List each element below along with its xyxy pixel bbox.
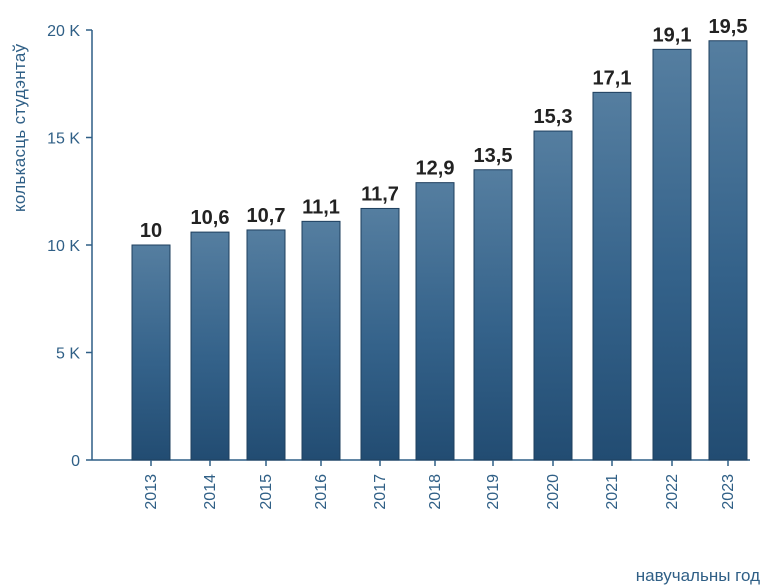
bar-2021 [592,91,632,461]
data-label: 19,1 [653,24,692,46]
y-tick-label: 15 K [47,131,80,148]
x-tick-label: 2021 [604,474,621,510]
x-tick-label: 2017 [372,474,389,510]
data-labels: 10 10,6 10,7 11,1 11,7 12,9 13,5 15,3 17,1 19,1 19… [140,16,748,242]
x-ticks: 2013 2014 2015 2016 2017 2018 2019 2020 2021 2022… [143,460,737,510]
bar-2018 [415,182,455,461]
data-label: 10,6 [191,207,230,229]
bar-2016 [301,220,341,461]
bar-2015 [246,229,286,461]
x-tick-label: 2022 [664,474,681,510]
bar-2023 [708,40,748,461]
bar-2022 [652,48,692,461]
bar-2020 [533,130,573,461]
y-tick-label: 10 K [47,238,80,255]
y-ticks: 0 5 K 10 K 15 K 20 K [47,23,92,470]
x-tick-label: 2020 [545,474,562,510]
data-label: 19,5 [709,16,748,38]
x-tick-label: 2015 [258,474,275,510]
x-tick-label: 2013 [143,474,160,510]
x-tick-label: 2018 [427,474,444,510]
data-label: 11,7 [361,183,399,205]
data-label: 17,1 [593,67,632,89]
x-axis-title: навучальны год [635,566,760,585]
x-tick-label: 2023 [720,474,737,510]
y-tick-label: 0 [71,453,80,470]
bar-2013 [131,244,171,461]
data-label: 13,5 [474,145,513,167]
data-label: 12,9 [416,158,455,180]
y-tick-label: 20 K [47,23,80,40]
x-tick-label: 2016 [313,474,330,510]
x-tick-label: 2014 [202,474,219,510]
data-label: 10 [140,220,162,242]
bar-2014 [190,231,230,461]
data-label: 11,1 [302,196,340,218]
bar-2019 [473,169,513,461]
x-tick-label: 2019 [485,474,502,510]
data-label: 15,3 [534,106,573,128]
bars [131,40,748,461]
data-label: 10,7 [247,205,286,227]
y-tick-label: 5 K [56,346,80,363]
bar-2017 [360,207,400,461]
